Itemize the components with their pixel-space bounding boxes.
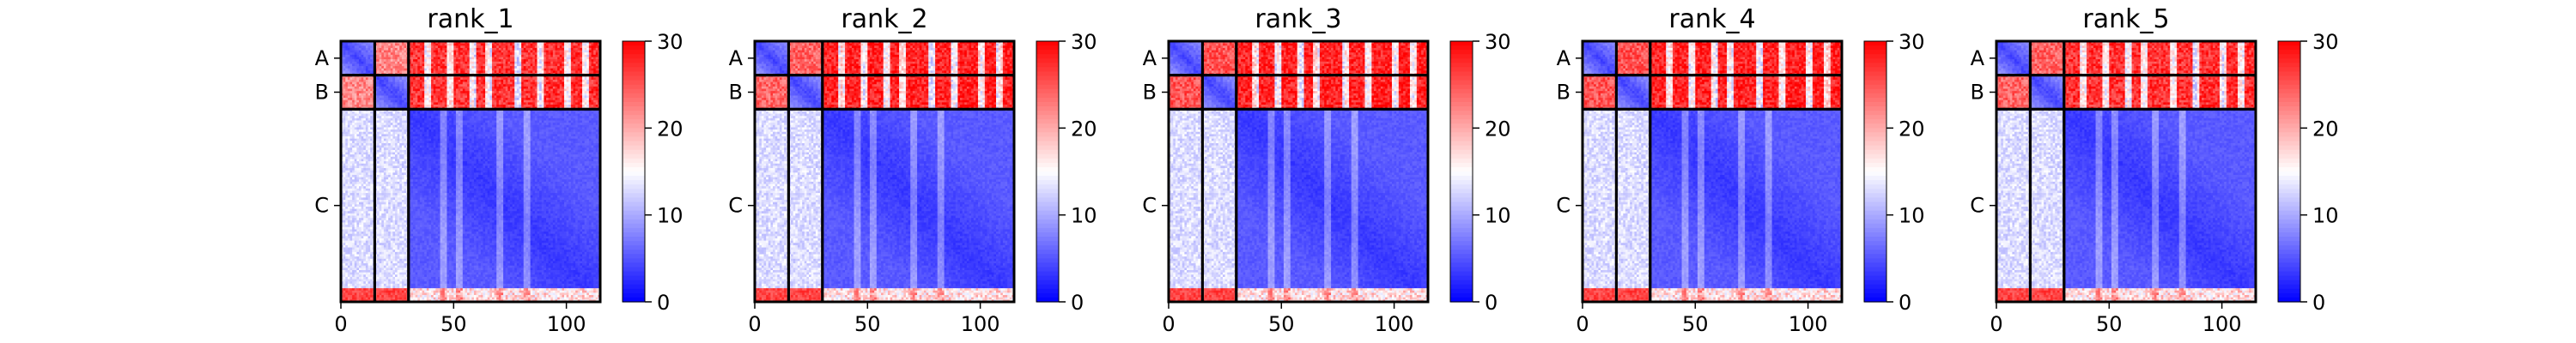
colorbar-tick-label: 20 (2312, 117, 2339, 141)
pae-heatmap (1583, 41, 1842, 302)
chain-label-B: B (729, 80, 743, 104)
chain-label-A: A (1971, 46, 1985, 70)
x-tick-label: 0 (748, 312, 761, 336)
x-tick-label: 100 (1789, 312, 1828, 336)
colorbar-tick-label: 10 (1899, 204, 1925, 228)
pae-panel-2: rank_2 AB C 0 50 100 0 10 20 30 (728, 4, 1097, 336)
x-tick-label: 0 (1576, 312, 1589, 336)
x-tick-label: 50 (1268, 312, 1295, 336)
x-tick-label: 0 (1162, 312, 1175, 336)
colorbar-tick-label: 30 (657, 30, 683, 54)
pae-heatmap (755, 41, 1014, 302)
panel-title: rank_2 (841, 4, 927, 34)
x-tick-label: 0 (334, 312, 347, 336)
chain-label-B: B (1143, 80, 1157, 104)
chain-label-C: C (1142, 194, 1157, 218)
pae-panel-1: rank_1 AB C 0 50 100 0 10 20 30 (314, 4, 683, 336)
chain-label-C: C (314, 194, 329, 218)
pae-panel-3: rank_3 AB C 0 50 100 0 10 20 30 (1142, 4, 1510, 336)
x-tick-label: 50 (2096, 312, 2123, 336)
chain-label-A: A (729, 46, 744, 70)
chain-label-A: A (1557, 46, 1571, 70)
colorbar-tick-label: 20 (657, 117, 683, 141)
colorbar-tick-label: 10 (1485, 204, 1511, 228)
colorbar-tick-label: 0 (1071, 291, 1084, 315)
x-tick-label: 50 (854, 312, 881, 336)
x-tick-label: 0 (1990, 312, 2002, 336)
x-tick-label: 50 (1682, 312, 1709, 336)
colorbar: 0 10 20 30 (1450, 30, 1511, 315)
colorbar-tick-label: 20 (1899, 117, 1925, 141)
colorbar-tick-label: 0 (1485, 291, 1498, 315)
colorbar-tick-label: 10 (1071, 204, 1097, 228)
chain-label-B: B (1557, 80, 1571, 104)
colorbar-tick-label: 0 (657, 291, 670, 315)
x-tick-label: 100 (2202, 312, 2242, 336)
colorbar: 0 10 20 30 (2278, 30, 2339, 315)
chain-label-A: A (1143, 46, 1157, 70)
chain-label-C: C (1556, 194, 1571, 218)
chain-label-C: C (1970, 194, 1984, 218)
colorbar: 0 10 20 30 (1864, 30, 1925, 315)
chain-label-B: B (1971, 80, 1984, 104)
colorbar-tick-label: 30 (1071, 30, 1097, 54)
colorbar-tick-label: 20 (1485, 117, 1511, 141)
colorbar-tick-label: 20 (1071, 117, 1097, 141)
colorbar-tick-label: 10 (657, 204, 683, 228)
x-tick-label: 100 (961, 312, 1000, 336)
colorbar-tick-label: 0 (1899, 291, 1911, 315)
panel-title: rank_5 (2082, 4, 2169, 34)
pae-heatmap (1169, 41, 1428, 302)
colorbar: 0 10 20 30 (623, 30, 683, 315)
panel-title: rank_1 (427, 4, 513, 34)
colorbar-tick-label: 30 (1899, 30, 1925, 54)
pae-panel-4: rank_4 AB C 0 50 100 0 10 20 30 (1556, 4, 1924, 336)
colorbar-tick-label: 10 (2312, 204, 2339, 228)
pae-heatmap (1996, 41, 2256, 302)
x-tick-label: 100 (547, 312, 586, 336)
x-tick-label: 100 (1375, 312, 1414, 336)
pae-heatmap (341, 41, 600, 302)
colorbar-tick-label: 30 (2312, 30, 2339, 54)
x-tick-label: 50 (440, 312, 467, 336)
chain-label-B: B (315, 80, 329, 104)
panel-title: rank_4 (1668, 4, 1755, 34)
colorbar: 0 10 20 30 (1036, 30, 1097, 315)
chain-label-C: C (728, 194, 743, 218)
colorbar-tick-label: 0 (2312, 291, 2325, 315)
chain-label-A: A (315, 46, 330, 70)
panel-title: rank_3 (1255, 4, 1341, 34)
colorbar-tick-label: 30 (1485, 30, 1511, 54)
pae-panel-5: rank_5 AB C 0 50 100 0 10 20 30 (1970, 4, 2338, 336)
